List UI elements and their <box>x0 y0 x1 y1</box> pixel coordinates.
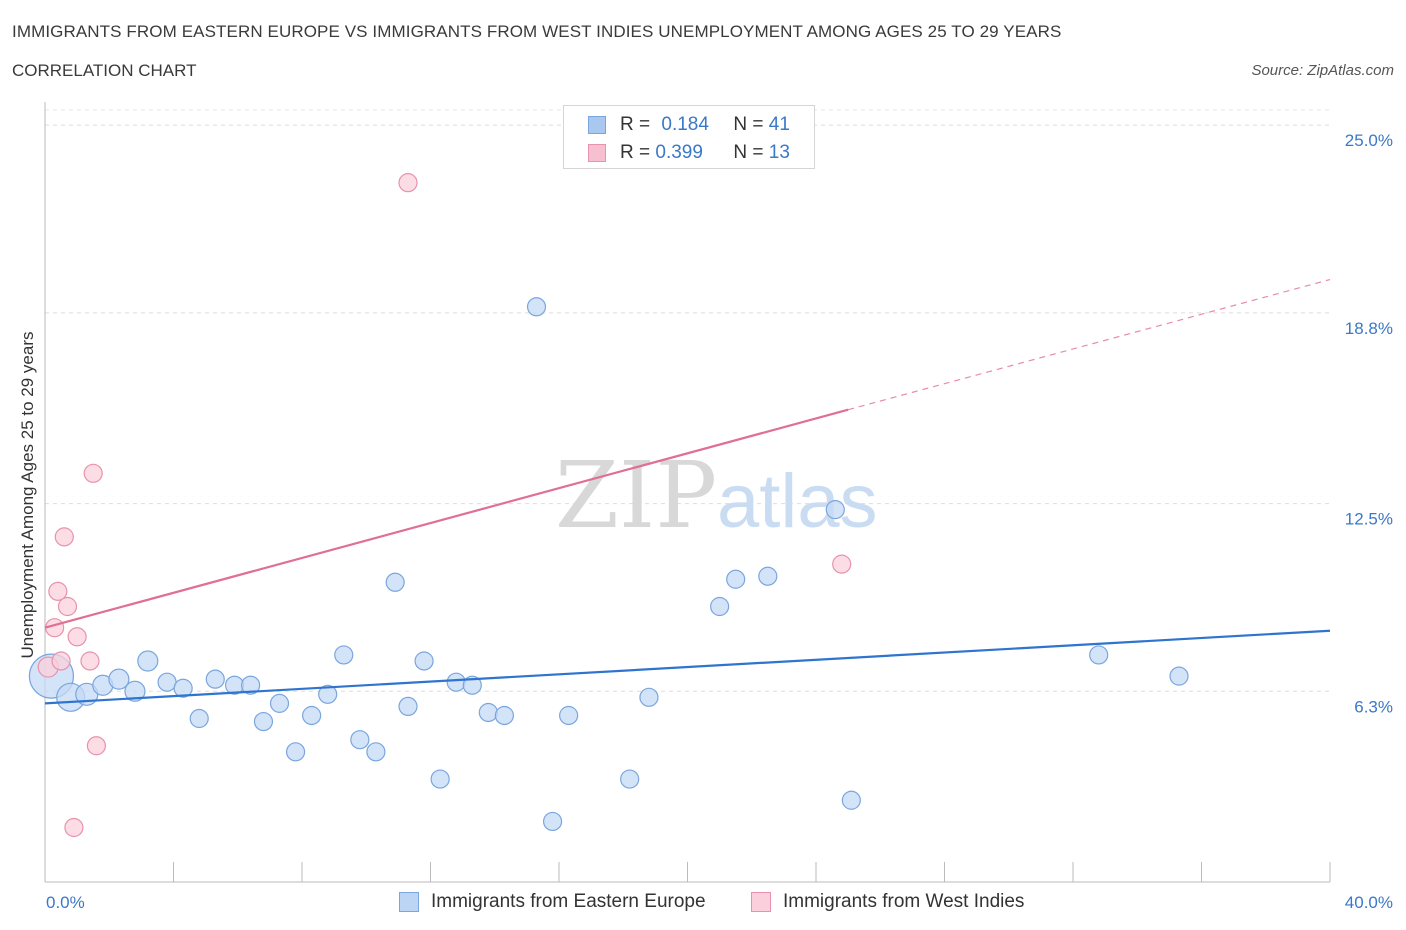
data-point-eastern-europe <box>157 672 177 692</box>
trend-line-west-indies-extension <box>847 278 1331 411</box>
data-point-eastern-europe <box>430 769 450 789</box>
data-point-eastern-europe <box>137 650 159 672</box>
data-point-eastern-europe <box>189 708 209 729</box>
data-point-eastern-europe <box>334 645 354 665</box>
data-point-eastern-europe <box>173 678 193 698</box>
data-point-eastern-europe <box>398 696 418 717</box>
data-point-eastern-europe <box>494 705 514 726</box>
data-points <box>28 173 1189 838</box>
source-note: Source: ZipAtlas.com <box>1251 62 1394 79</box>
data-point-eastern-europe <box>124 680 146 702</box>
data-point-west-indies <box>57 596 78 617</box>
data-point-eastern-europe <box>559 705 579 726</box>
correlation-legend: R = 0.184 N = 41 R = 0.399 N = 13 <box>563 105 815 169</box>
chart-subtitle: CORRELATION CHART <box>12 61 197 80</box>
data-point-eastern-europe <box>1089 645 1109 665</box>
data-point-eastern-europe <box>414 651 434 671</box>
data-point-west-indies <box>80 651 100 671</box>
data-point-eastern-europe <box>841 790 861 810</box>
data-point-eastern-europe <box>302 705 322 726</box>
trend-lines <box>44 278 1331 705</box>
y-tick-label: 25.0% <box>1345 131 1393 150</box>
legend-row-west-indies: R = 0.399 N = 13 <box>588 141 790 165</box>
data-point-eastern-europe <box>478 702 498 723</box>
r-value: 0.184 <box>661 114 709 135</box>
y-tick-label: 6.3% <box>1354 697 1393 716</box>
r-value: 0.399 <box>655 142 703 163</box>
x-tick-label: 40.0% <box>1345 893 1393 912</box>
data-point-west-indies <box>54 527 74 547</box>
series-swatch-pink <box>751 892 771 912</box>
series-legend-eastern-europe: Immigrants from Eastern Europe <box>399 888 706 916</box>
watermark-zip: ZIP <box>555 442 717 549</box>
y-axis-label: Unemployment Among Ages 25 to 29 years <box>18 332 37 659</box>
data-point-eastern-europe <box>269 693 290 713</box>
data-point-west-indies <box>86 736 107 756</box>
data-point-eastern-europe <box>726 569 746 589</box>
data-point-eastern-europe <box>253 711 274 732</box>
data-point-eastern-europe <box>462 675 482 695</box>
x-tick-label: 0.0% <box>46 893 85 912</box>
y-tick-label: 12.5% <box>1345 510 1393 529</box>
grid-lines <box>45 109 1330 692</box>
data-point-eastern-europe <box>108 668 130 690</box>
data-point-eastern-europe <box>350 730 370 750</box>
n-value: 41 <box>768 114 790 135</box>
data-point-eastern-europe <box>385 572 405 592</box>
data-point-west-indies <box>48 581 68 601</box>
chart-title: IMMIGRANTS FROM EASTERN EUROPE VS IMMIGR… <box>12 22 1062 41</box>
y-tick-label: 18.8% <box>1345 319 1393 338</box>
trend-line-west-indies <box>44 408 849 629</box>
data-point-west-indies <box>67 627 87 647</box>
data-point-eastern-europe <box>758 566 778 586</box>
data-point-eastern-europe <box>366 742 386 762</box>
legend-swatch-pink <box>588 144 606 162</box>
data-point-west-indies <box>64 817 84 838</box>
data-point-eastern-europe <box>446 672 466 692</box>
data-point-eastern-europe <box>620 769 640 789</box>
series-label: Immigrants from Eastern Europe <box>431 891 706 912</box>
data-point-eastern-europe <box>710 596 730 617</box>
n-label: N = <box>733 142 764 163</box>
data-point-eastern-europe <box>825 500 845 520</box>
n-value: 13 <box>768 142 790 163</box>
data-point-west-indies <box>83 463 103 483</box>
watermark-atlas: atlas <box>717 459 878 544</box>
trend-line-eastern-europe <box>44 629 1331 705</box>
data-point-eastern-europe <box>542 811 563 832</box>
data-point-eastern-europe <box>205 669 225 689</box>
data-point-west-indies <box>398 173 418 193</box>
data-point-eastern-europe <box>526 297 547 317</box>
data-point-eastern-europe <box>285 742 306 762</box>
tick-labels: 6.3% 12.5% 18.8% 25.0% 0.0% 40.0% <box>46 131 1393 912</box>
data-point-eastern-europe <box>241 675 261 695</box>
data-point-eastern-europe <box>1169 666 1189 686</box>
legend-swatch-blue <box>588 116 606 134</box>
watermark: ZIP atlas <box>555 442 878 549</box>
series-label: Immigrants from West Indies <box>783 891 1025 912</box>
n-label: N = <box>733 114 764 135</box>
series-swatch-blue <box>399 892 419 912</box>
r-label: R = <box>620 142 651 163</box>
r-label: R = <box>620 114 651 135</box>
data-point-eastern-europe <box>639 687 659 707</box>
legend-row-eastern-europe: R = 0.184 N = 41 <box>588 113 790 137</box>
data-point-west-indies <box>51 651 71 671</box>
series-legend-west-indies: Immigrants from West Indies <box>751 888 1024 916</box>
data-point-eastern-europe <box>318 684 338 704</box>
data-point-west-indies <box>832 554 852 574</box>
axes <box>44 102 1331 883</box>
